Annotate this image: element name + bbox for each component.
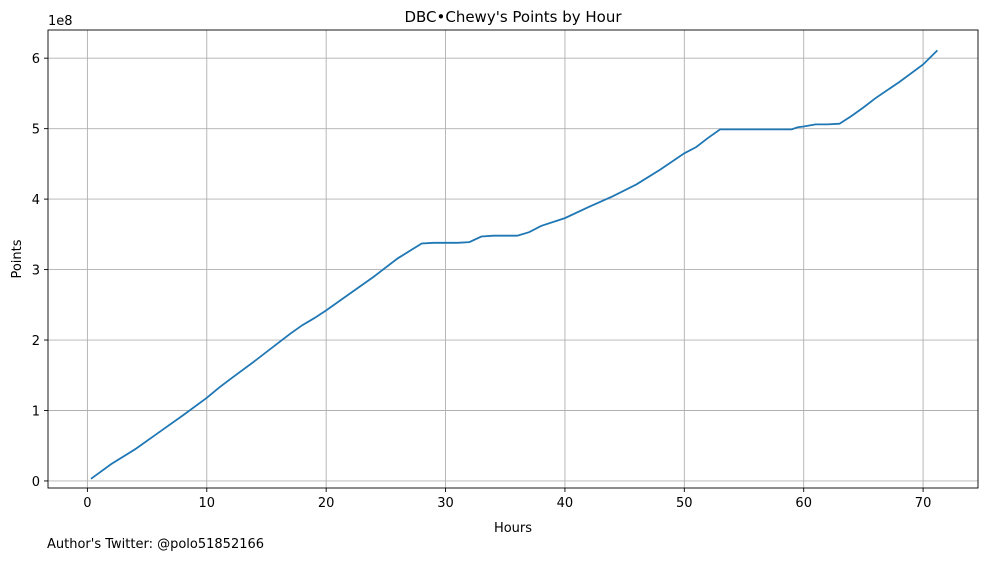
x-tick-label: 50: [676, 496, 693, 511]
y-axis-offset-label: 1e8: [48, 14, 73, 29]
x-axis-title: Hours: [494, 521, 532, 536]
x-tick-label: 10: [199, 496, 216, 511]
x-tick-label: 30: [437, 496, 454, 511]
y-tick-label: 2: [32, 334, 40, 349]
y-tick-label: 6: [32, 52, 40, 67]
x-tick-label: 0: [83, 496, 91, 511]
y-axis-title: Points: [10, 239, 25, 278]
x-tick-label: 40: [557, 496, 574, 511]
y-tick-label: 1: [32, 404, 40, 419]
y-tick-label: 4: [32, 193, 40, 208]
axis-ticks: 0 10 20 30 40 50 60 70 0 1 2 3 4 5 6: [32, 52, 932, 511]
x-tick-label: 70: [915, 496, 932, 511]
y-tick-label: 5: [32, 123, 40, 138]
x-tick-label: 60: [795, 496, 812, 511]
plot-frame: [47, 29, 979, 489]
chart-title: DBC•Chewy's Points by Hour: [404, 8, 622, 26]
points-series-line: [90, 49, 939, 480]
y-tick-label: 0: [32, 475, 40, 490]
grid-lines: [48, 30, 978, 488]
y-tick-label: 3: [32, 264, 40, 279]
author-twitter-note: Author's Twitter: @polo51852166: [47, 537, 265, 552]
x-tick-label: 20: [318, 496, 335, 511]
